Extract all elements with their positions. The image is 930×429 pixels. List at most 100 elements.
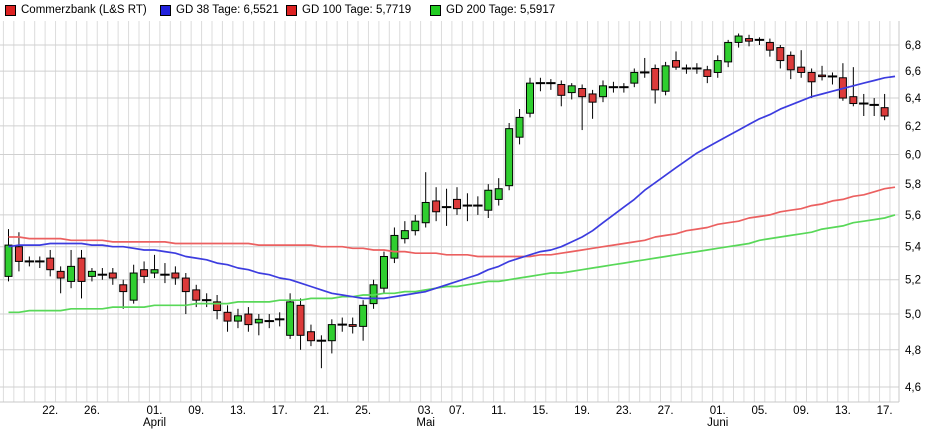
candle-down — [223, 311, 232, 322]
instrument-swatch-icon — [5, 4, 16, 16]
x-tick-label: 21. — [313, 405, 329, 417]
candle-down — [140, 269, 149, 277]
x-tick-label: 09. — [793, 405, 809, 417]
candle-up — [411, 220, 420, 232]
x-tick-label: 05. — [751, 405, 767, 417]
y-tick-label: 6,4 — [905, 93, 922, 105]
candle-down — [849, 96, 858, 105]
gd38-swatch-icon — [160, 4, 171, 16]
ma-line-gd-100-tage — [8, 186, 896, 258]
x-tick-label: 17. — [272, 405, 288, 417]
instrument-label: Commerzbank (L&S RT) — [21, 4, 147, 16]
x-month-label: April — [143, 417, 166, 429]
x-tick-label: 01. — [147, 405, 163, 417]
y-tick-label: 5,4 — [905, 242, 922, 254]
candle-up — [630, 71, 639, 84]
candle-down — [244, 313, 253, 326]
candle-up — [505, 128, 514, 187]
candle-up — [379, 255, 388, 289]
x-tick-label: 26. — [84, 405, 100, 417]
candle-down — [703, 69, 712, 77]
gd38-label: GD 38 Tage: 6,5521 — [176, 4, 279, 16]
candle-down — [213, 301, 222, 312]
x-tick-label: 07. — [449, 405, 465, 417]
y-tick-label: 5,8 — [905, 179, 921, 191]
candle-down — [119, 284, 128, 293]
candle-doji — [619, 86, 629, 89]
candle-up — [567, 85, 576, 94]
ma-line-gd-200-tage — [8, 214, 896, 314]
candle-doji — [24, 260, 35, 263]
candle-up — [515, 116, 524, 138]
candle-down — [192, 289, 201, 301]
y-axis-labels: 6,8 6,6 6,4 6,2 6,0 5,8 5,6 5,4 5,2 5,0 4,8 4,6 — [905, 40, 922, 394]
candle-doji — [337, 323, 347, 326]
x-tick-label: 25. — [355, 405, 371, 417]
x-month-label: Juni — [707, 417, 728, 429]
candle-up — [599, 85, 608, 98]
candle-up — [390, 234, 399, 259]
candle-down — [786, 54, 795, 71]
candle-doji — [869, 103, 879, 106]
gd100-swatch-icon — [286, 4, 297, 16]
x-tick-label: 27. — [658, 405, 674, 417]
candle-doji — [681, 67, 692, 70]
candle-up — [150, 269, 159, 274]
candle-down — [557, 83, 566, 96]
candle-up — [421, 201, 430, 224]
candle-up — [87, 270, 96, 277]
candle-doji — [754, 38, 765, 41]
candle-down — [108, 272, 117, 279]
candle-down — [765, 41, 774, 51]
y-tick-label: 6,2 — [905, 121, 921, 133]
candle-down — [807, 71, 816, 83]
x-tick-label: 13. — [835, 405, 851, 417]
gd100-label: GD 100 Tage: 5,7719 — [302, 4, 412, 16]
candle-up — [129, 272, 138, 301]
candle-doji — [160, 273, 170, 276]
x-tick-label: 13. — [230, 405, 246, 417]
candle-doji — [264, 320, 274, 323]
y-tick-label: 6,0 — [905, 150, 921, 162]
x-tick-label: 03. — [418, 405, 434, 417]
grid-lines — [0, 21, 900, 403]
candle-down — [432, 200, 441, 213]
x-tick-label: 22. — [42, 405, 58, 417]
candle-up — [327, 324, 336, 342]
y-tick-label: 4,6 — [905, 382, 921, 394]
x-tick-label: 15. — [532, 405, 548, 417]
candle-up — [233, 315, 242, 322]
candle-doji — [97, 273, 108, 276]
candle-doji — [201, 299, 212, 302]
candle-up — [4, 244, 13, 277]
candle-doji — [640, 71, 650, 74]
candle-up — [359, 304, 368, 327]
y-tick-label: 4,8 — [905, 345, 921, 357]
candle-down — [46, 257, 55, 271]
legend-item-gd38: GD 38 Tage: 6,5521 — [160, 2, 279, 18]
legend-item-gd200: GD 200 Tage: 5,5917 — [430, 2, 555, 18]
ma-line-gd-38-tage — [8, 75, 896, 300]
candle-down — [880, 107, 889, 117]
candle-down — [56, 270, 65, 279]
candle-up — [713, 60, 722, 73]
candle-up — [661, 65, 670, 92]
candle-down — [296, 304, 305, 336]
candle-up — [494, 188, 503, 200]
candle-up — [286, 301, 295, 336]
candle-up — [400, 230, 409, 240]
x-tick-label: 17. — [877, 405, 893, 417]
x-tick-label: 09. — [188, 405, 204, 417]
candle-doji — [608, 86, 619, 89]
legend-item-instrument: Commerzbank (L&S RT) — [5, 2, 147, 18]
candle-down — [588, 93, 597, 103]
gd200-swatch-icon — [430, 4, 441, 16]
y-tick-label: 5,0 — [905, 309, 921, 321]
candle-down — [818, 74, 827, 78]
candle-up — [484, 189, 493, 211]
candle-down — [651, 67, 660, 91]
candle-down — [452, 198, 461, 210]
candle-down — [745, 38, 754, 42]
x-tick-label: 01. — [710, 405, 726, 417]
